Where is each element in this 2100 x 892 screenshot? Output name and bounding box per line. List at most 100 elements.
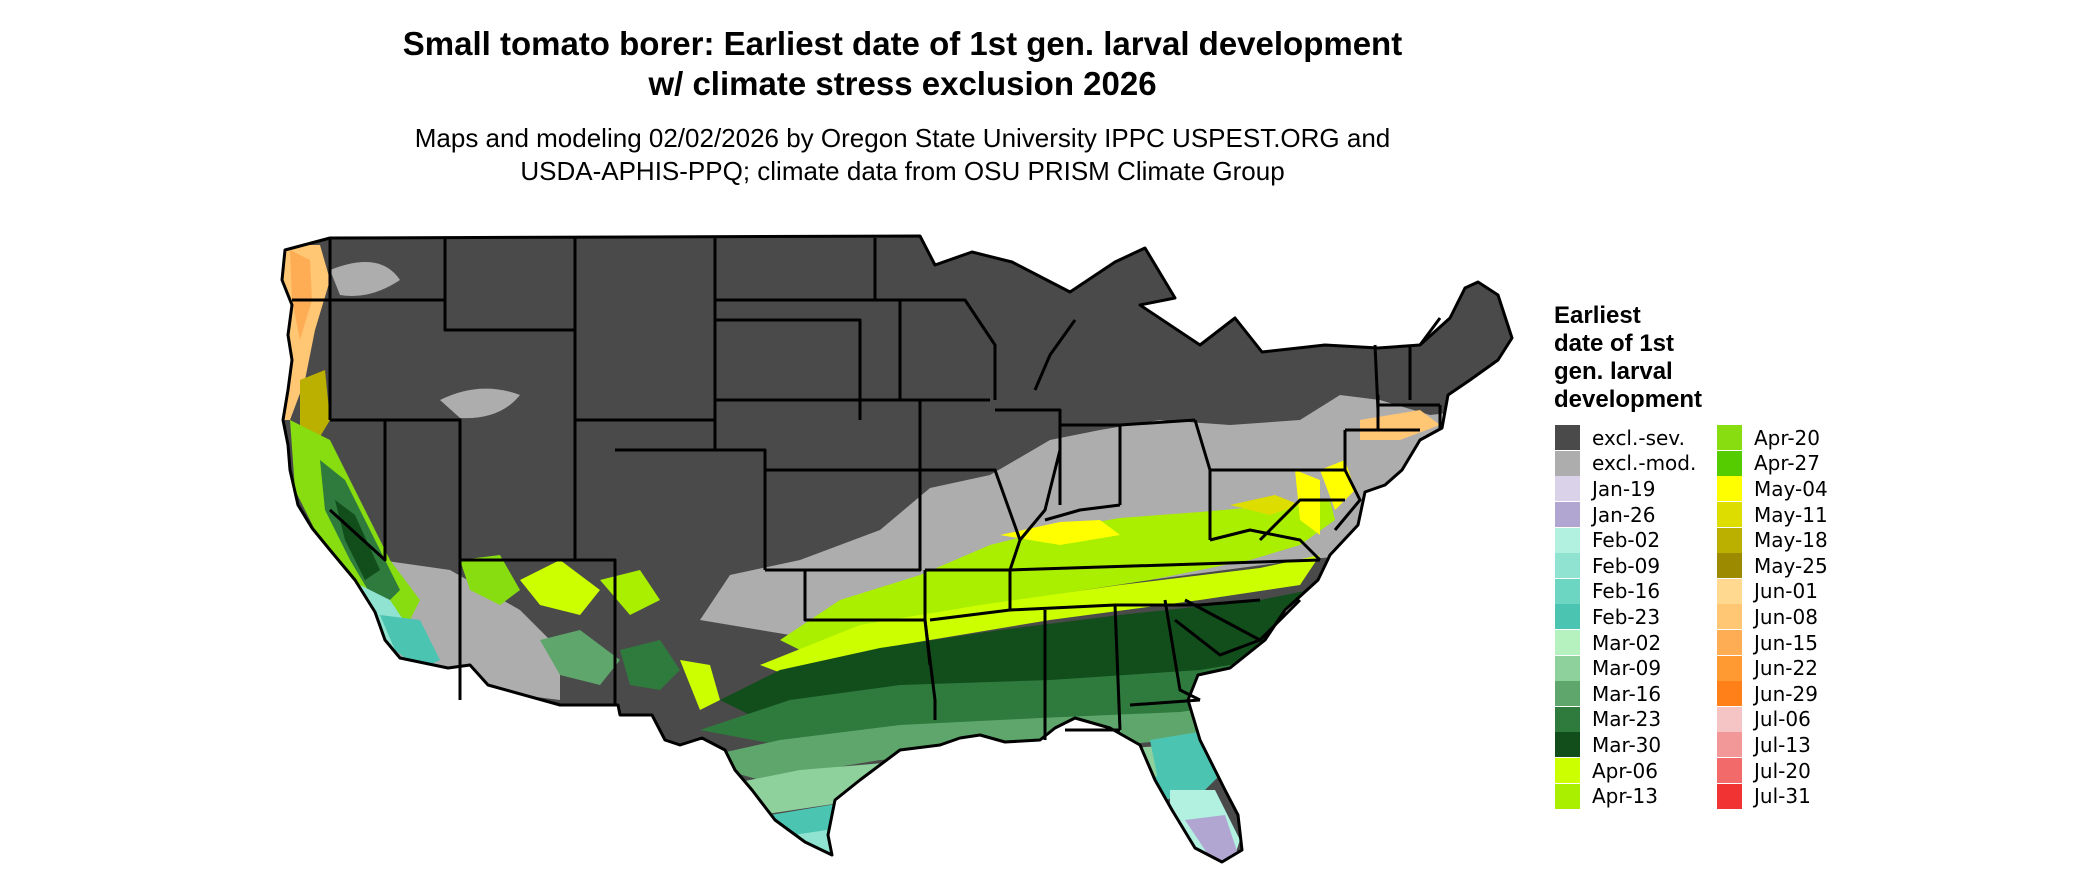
legend-item: Mar-16 — [1555, 681, 1696, 707]
legend-label: Jun-08 — [1754, 604, 1818, 629]
legend-item: Apr-20 — [1717, 425, 1828, 451]
legend-swatch — [1717, 553, 1742, 579]
legend-item: Mar-02 — [1555, 630, 1696, 656]
legend-swatch — [1555, 758, 1580, 784]
legend-swatch — [1555, 706, 1580, 732]
legend-item: Jun-22 — [1717, 655, 1828, 681]
legend-swatch — [1717, 655, 1742, 681]
legend-label: Feb-16 — [1592, 579, 1661, 604]
legend-label: May-18 — [1754, 528, 1828, 553]
legend-swatch — [1555, 604, 1580, 630]
legend-item: Apr-06 — [1555, 758, 1696, 784]
legend-title-line-3: gen. larval — [1554, 358, 1673, 385]
legend-swatch — [1555, 783, 1580, 809]
legend-item: Jan-26 — [1555, 502, 1696, 528]
legend-swatch — [1555, 502, 1580, 528]
legend-label: Feb-02 — [1592, 528, 1661, 553]
legend-item: Mar-30 — [1555, 732, 1696, 758]
legend-label: May-25 — [1754, 553, 1828, 578]
legend-label: Mar-09 — [1592, 656, 1662, 681]
legend-item: Jul-13 — [1717, 732, 1828, 758]
legend-swatch — [1717, 502, 1742, 528]
legend-swatch — [1717, 527, 1742, 553]
legend-item: excl.-sev. — [1555, 425, 1696, 451]
legend-title-line-4: development — [1554, 386, 1703, 413]
legend-item: Feb-02 — [1555, 527, 1696, 553]
map-title: Small tomato borer: Earliest date of 1st… — [0, 24, 1805, 104]
map-subtitle-line-2: USDA-APHIS-PPQ; climate data from OSU PR… — [520, 156, 1285, 186]
legend-column-1: excl.-sev. excl.-mod. Jan-19 Jan-26 Feb-02 Fe… — [1555, 425, 1696, 809]
legend-swatch — [1555, 681, 1580, 707]
legend-label: excl.-sev. — [1592, 425, 1685, 450]
legend-swatch — [1717, 425, 1742, 451]
legend-swatch — [1555, 630, 1580, 656]
legend-item: May-11 — [1717, 502, 1828, 528]
legend-item: Apr-13 — [1555, 783, 1696, 809]
legend-item: May-25 — [1717, 553, 1828, 579]
legend-label: Jul-20 — [1754, 758, 1811, 783]
legend-swatch — [1717, 604, 1742, 630]
legend-title-line-2: date of 1st — [1554, 330, 1675, 357]
legend-swatch — [1555, 732, 1580, 758]
legend-item: Feb-23 — [1555, 604, 1696, 630]
legend-label: Apr-27 — [1754, 451, 1820, 476]
legend-swatch — [1555, 527, 1580, 553]
legend-label: Apr-20 — [1754, 425, 1820, 450]
legend-label: May-11 — [1754, 502, 1828, 527]
legend-label: excl.-mod. — [1592, 451, 1697, 476]
legend-label: Mar-16 — [1592, 681, 1662, 706]
legend-swatch — [1555, 553, 1580, 579]
legend-swatch — [1717, 681, 1742, 707]
legend-item: Mar-23 — [1555, 706, 1696, 733]
legend-label: Jun-01 — [1754, 579, 1818, 604]
legend-swatch — [1717, 630, 1742, 656]
legend-label: Feb-23 — [1592, 604, 1661, 629]
legend-swatch — [1555, 655, 1580, 681]
legend-label: May-04 — [1754, 476, 1828, 501]
legend-label: Jun-29 — [1754, 681, 1818, 706]
legend-swatch — [1717, 732, 1742, 758]
map-subtitle-line-1: Maps and modeling 02/02/2026 by Oregon S… — [414, 123, 1391, 153]
legend-item: May-04 — [1717, 476, 1828, 502]
legend-swatch — [1555, 425, 1580, 451]
legend-label: Jul-06 — [1754, 707, 1811, 732]
legend-item: Feb-16 — [1555, 578, 1696, 605]
legend-item: Jan-19 — [1555, 476, 1696, 502]
legend-title: Earliest date of 1st gen. larval develop… — [1554, 302, 1702, 414]
map-subtitle: Maps and modeling 02/02/2026 by Oregon S… — [0, 122, 1805, 188]
legend-swatch — [1717, 783, 1742, 809]
legend-swatch — [1717, 706, 1742, 732]
legend-label: Mar-30 — [1592, 732, 1662, 757]
legend-label: Jul-13 — [1754, 732, 1811, 757]
legend-title-line-1: Earliest — [1554, 302, 1641, 329]
legend-item: Jun-29 — [1717, 681, 1828, 707]
legend-swatch — [1717, 578, 1742, 604]
legend-column-2: Apr-20 Apr-27 May-04 May-11 May-18 May-25 Jun-… — [1717, 425, 1828, 809]
legend-item: excl.-mod. — [1555, 450, 1697, 477]
us-map — [280, 234, 1514, 864]
legend-label: Mar-23 — [1592, 707, 1662, 732]
legend-item: Jun-01 — [1717, 578, 1828, 605]
legend-label: Feb-09 — [1592, 553, 1661, 578]
legend-swatch — [1717, 758, 1742, 784]
legend-label: Jan-26 — [1592, 502, 1656, 527]
legend-swatch — [1717, 450, 1742, 476]
legend-item: Apr-27 — [1717, 450, 1828, 477]
legend-item: Jul-20 — [1717, 758, 1828, 784]
legend-label: Jan-19 — [1592, 476, 1656, 501]
legend-label: Jun-22 — [1754, 656, 1818, 681]
legend-label: Jul-31 — [1754, 784, 1811, 809]
legend-item: Jun-15 — [1717, 630, 1828, 656]
map-title-line-1: Small tomato borer: Earliest date of 1st… — [402, 25, 1403, 62]
map-title-line-2: w/ climate stress exclusion 2026 — [648, 65, 1157, 102]
legend-item: Jun-08 — [1717, 604, 1828, 630]
legend-item: Jul-06 — [1717, 706, 1828, 733]
legend-label: Jun-15 — [1754, 630, 1818, 655]
legend-label: Apr-06 — [1592, 758, 1658, 783]
legend-swatch — [1717, 476, 1742, 502]
legend-swatch — [1555, 450, 1580, 476]
legend-swatch — [1555, 476, 1580, 502]
legend-label: Mar-02 — [1592, 630, 1662, 655]
legend-item: Feb-09 — [1555, 553, 1696, 579]
legend-item: Mar-09 — [1555, 655, 1696, 681]
